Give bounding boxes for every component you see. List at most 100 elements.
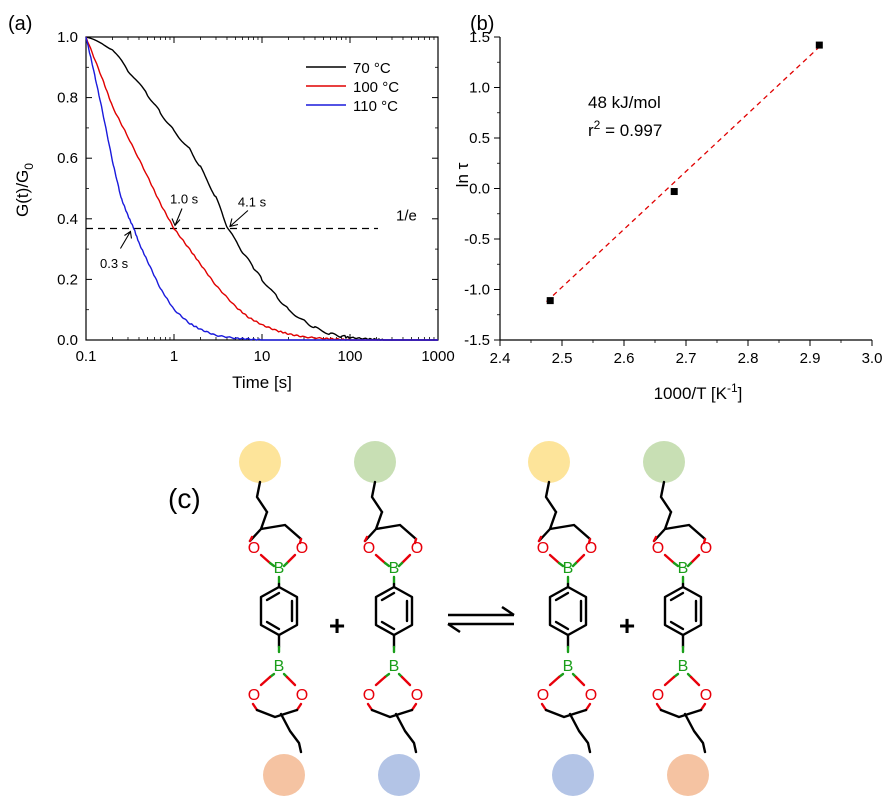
legend-label-0: 70 °C xyxy=(353,60,391,77)
panel-a-x-tick-label: 1000 xyxy=(421,348,454,365)
top-o-b-bond-left-o xyxy=(259,553,272,565)
top-ring-carbon-bonds xyxy=(537,510,592,543)
reverse-arrow xyxy=(447,622,514,634)
panel-b-x-axis-label: 1000/T [K-1] xyxy=(654,381,743,403)
top-o-b-bond-left-o xyxy=(663,553,676,565)
top-ring-carbon-bonds xyxy=(248,510,303,543)
top-ring-oxygen-left: O xyxy=(363,540,375,557)
panel-b-fit-line xyxy=(546,43,823,303)
top-ring-oxygen-bonds xyxy=(652,535,707,545)
top-o-b-bond-right-o xyxy=(574,553,586,565)
panel-b-label: (b) xyxy=(470,13,494,35)
bottom-ring-oxygen-right: O xyxy=(700,687,712,704)
bottom-ring-oxygen-bond-left xyxy=(366,702,374,712)
panel-a-y-tick-label: 0.8 xyxy=(57,90,78,107)
top-ring-oxygen-right: O xyxy=(411,540,423,557)
top-o-b-bond-left-o xyxy=(548,553,561,565)
panel-a-y-tick-label: 0.4 xyxy=(57,211,78,228)
panel-b-chart: (b) 2.4 2.5 2.6 2.7 2.8 2.9 3.0 -1.5 -1.0 -0.5 0.0… xyxy=(453,13,882,403)
panel-a-y-axis-label-sub: 0 xyxy=(22,163,36,170)
panel-a-series-line-0 xyxy=(85,36,438,341)
annotation-arrow-4-1s xyxy=(229,210,249,228)
top-linker-bond xyxy=(659,480,673,514)
bottom-ring-oxygen-bond-left xyxy=(251,702,259,712)
top-o-b-bond-right-b xyxy=(571,561,578,568)
bottom-o-b-bond-right-o xyxy=(285,675,297,687)
bottom-ring-oxygen-bond-right xyxy=(295,702,303,712)
panel-b-y-tick-label: -1.5 xyxy=(464,332,490,349)
panel-b-x-tick-label: 2.5 xyxy=(552,350,573,367)
panel-b-series xyxy=(546,41,823,305)
top-boron: B xyxy=(389,560,400,577)
top-o-b-bond-right-b xyxy=(686,561,693,568)
top-ring-oxygen-bonds xyxy=(248,535,303,545)
top-ring-carbon-bonds xyxy=(652,510,707,543)
bottom-linker-bond xyxy=(279,712,303,754)
annotation-4-1s: 4.1 s xyxy=(238,194,267,209)
panel-a-y-tick-label: 0.6 xyxy=(57,150,78,167)
top-o-b-bond-right-b xyxy=(282,561,289,568)
top-ring-oxygen-bonds xyxy=(363,535,418,545)
panel-b-y-tick-label: 0.5 xyxy=(469,130,490,147)
annotation-arrow-1-0s xyxy=(171,208,183,227)
substituent-circle-bottom-orange xyxy=(667,754,709,796)
top-ring-oxygen-left: O xyxy=(537,540,549,557)
bottom-linker-bond xyxy=(683,712,707,754)
top-boron: B xyxy=(274,560,285,577)
substituent-circle-top-yellow xyxy=(239,441,281,483)
panel-a-reference-label: 1/e xyxy=(396,207,417,224)
panel-a-y-tick-label: 1.0 xyxy=(57,29,78,46)
bottom-ring-oxygen-left: O xyxy=(652,687,664,704)
annotation-0-3s: 0.3 s xyxy=(100,256,129,271)
panel-a-x-tick-label: 1 xyxy=(170,348,178,365)
forward-arrow xyxy=(448,605,515,617)
bottom-o-b-bond-right-o xyxy=(574,675,586,687)
legend-label-1: 100 °C xyxy=(353,79,399,96)
top-boron: B xyxy=(563,560,574,577)
substituent-circle-bottom-blue xyxy=(378,754,420,796)
panel-a-x-axis-label: Time [s] xyxy=(232,373,292,392)
bottom-ring-oxygen-right: O xyxy=(411,687,423,704)
bottom-o-b-bond-left-o xyxy=(548,675,561,687)
bottom-ring-oxygen-right: O xyxy=(585,687,597,704)
panel-b-y-tick-label: 1.5 xyxy=(469,29,490,46)
plus-sign-left: + xyxy=(329,610,345,641)
bottom-ring-carbon-bonds xyxy=(659,708,703,719)
legend-label-2: 110 °C xyxy=(353,98,398,115)
equilibrium-arrows xyxy=(447,605,515,634)
top-ring-oxygen-right: O xyxy=(585,540,597,557)
bottom-boron: B xyxy=(678,658,689,675)
panel-a-series-line-2 xyxy=(85,36,438,341)
top-o-b-bond-left-b xyxy=(383,561,391,568)
bottom-ring-oxygen-left: O xyxy=(537,687,549,704)
panel-a-x-tick-label: 100 xyxy=(337,348,362,365)
panel-a-y-tick-label: 0.2 xyxy=(57,271,78,288)
panel-b-r2-value: = 0.997 xyxy=(600,121,662,140)
substituent-circle-bottom-orange xyxy=(263,754,305,796)
bottom-ring-oxygen-bond-right xyxy=(584,702,592,712)
panel-a-y-axis-label: G(t)/G0 xyxy=(13,163,36,217)
panel-b-data-point xyxy=(815,41,823,49)
top-ring-oxygen-bonds xyxy=(537,535,592,545)
annotation-arrow-0-3s xyxy=(119,230,132,249)
bottom-ring-oxygen-bond-left xyxy=(540,702,548,712)
bottom-boron: B xyxy=(389,658,400,675)
top-o-b-bond-left-b xyxy=(268,561,276,568)
panel-a-axes: 0.1 1 10 100 1000 0.0 0.2 0.4 0.6 0.8 1.0 xyxy=(57,29,455,365)
panel-b-r2-prefix: r xyxy=(588,121,594,140)
panel-b-x-tick-label: 2.4 xyxy=(490,350,511,367)
panel-b-x-axis-label-end: ] xyxy=(738,384,743,403)
panel-a-legend: 70 °C 100 °C 110 °C xyxy=(306,60,399,115)
top-o-b-bond-left-o xyxy=(374,553,387,565)
top-linker-bond xyxy=(255,480,269,514)
benzene-double-bonds xyxy=(669,591,698,631)
panel-a-x-tick-label: 0.1 xyxy=(76,348,97,365)
panel-a-label: (a) xyxy=(8,13,32,35)
panel-b-r2-sup: 2 xyxy=(594,118,601,132)
top-o-b-bond-right-b xyxy=(397,561,404,568)
